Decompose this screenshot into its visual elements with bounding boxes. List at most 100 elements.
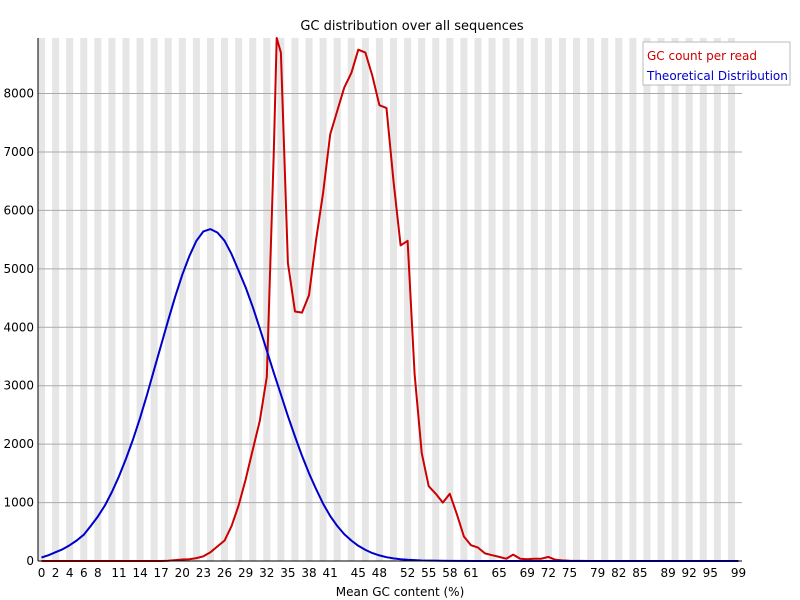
band [375,38,383,561]
x-tick-label: 82 [611,566,626,580]
legend-box [642,41,791,86]
band [713,38,721,561]
x-tick-label: 2 [52,566,60,580]
x-tick-label: 61 [463,566,478,580]
band [249,38,257,561]
x-tick-label: 85 [632,566,647,580]
x-tick-label: 11 [111,566,126,580]
band [446,38,454,561]
band [305,38,313,561]
chart-title: GC distribution over all sequences [300,19,524,34]
band [587,38,595,561]
series-line-1 [41,228,739,562]
band [206,38,214,561]
x-tick-label: 95 [703,566,718,580]
x-tick-label: 23 [196,566,211,580]
band [333,38,341,561]
band [263,38,271,561]
x-tick-label: 35 [280,566,295,580]
band [52,38,60,561]
band [727,38,735,561]
band [699,38,707,561]
y-tick-label: 0 [26,554,34,568]
x-tick-label: 4 [66,566,74,580]
band [192,38,200,561]
band [136,38,144,561]
band [94,38,102,561]
band [615,38,623,561]
band [601,38,609,561]
x-tick-label: 26 [217,566,232,580]
x-axis-label: Mean GC content (%) [336,585,465,599]
band [474,38,482,561]
band [390,38,398,561]
y-tick-label: 6000 [3,203,34,217]
x-tick-label: 38 [301,566,316,580]
alternating-bands [38,38,735,561]
legend: GC count per read Theoretical Distributi… [642,41,791,86]
y-tick-labels: 0 1000 2000 3000 4000 5000 6000 7000 8000 [3,87,34,568]
band [488,38,496,561]
x-tick-label: 72 [541,566,556,580]
x-tick-label: 79 [590,566,605,580]
band [573,38,581,561]
x-tick-label: 48 [372,566,387,580]
y-tick-label: 3000 [3,379,34,393]
y-tick-label: 8000 [3,87,34,101]
band [502,38,510,561]
band [629,38,637,561]
band [122,38,130,561]
x-tick-label: 32 [259,566,274,580]
band [530,38,538,561]
band [558,38,566,561]
x-tick-label: 89 [660,566,675,580]
band [277,38,285,561]
x-tick-label: 52 [400,566,415,580]
x-tick-label: 41 [323,566,338,580]
x-tick-label: 8 [94,566,102,580]
x-tick-label: 99 [731,566,746,580]
legend-entry-gc-count: GC count per read [647,49,757,63]
band [685,38,693,561]
band [319,38,327,561]
band [643,38,651,561]
y-tick-label: 4000 [3,320,34,334]
x-tick-label: 58 [442,566,457,580]
band [404,38,412,561]
band [347,38,355,561]
x-tick-label: 65 [491,566,506,580]
x-tick-label: 75 [562,566,577,580]
series-layer [41,37,739,562]
y-tick-label: 2000 [3,437,34,451]
band [66,38,74,561]
x-tick-label: 92 [682,566,697,580]
y-tick-label: 5000 [3,262,34,276]
band [418,38,426,561]
band [150,38,158,561]
band [80,38,88,561]
x-tick-label: 55 [421,566,436,580]
band [221,38,229,561]
band [516,38,524,561]
band [235,38,243,561]
band [178,38,186,561]
y-tick-label: 1000 [3,496,34,510]
x-tick-label: 69 [520,566,535,580]
band [38,38,46,561]
band [291,38,299,561]
band [671,38,679,561]
band [164,38,172,561]
band [657,38,665,561]
band [460,38,468,561]
band [108,38,116,561]
x-tick-labels: 0 2 4 6 8 11 14 17 20 23 26 29 32 35 38 41 45 48 52 55 58 61 6… [38,566,746,580]
series-line-0 [41,37,739,562]
x-tick-label: 0 [38,566,46,580]
y-tick-label: 7000 [3,145,34,159]
band [432,38,440,561]
x-tick-label: 29 [238,566,253,580]
x-tick-label: 14 [132,566,147,580]
x-tick-label: 17 [154,566,169,580]
